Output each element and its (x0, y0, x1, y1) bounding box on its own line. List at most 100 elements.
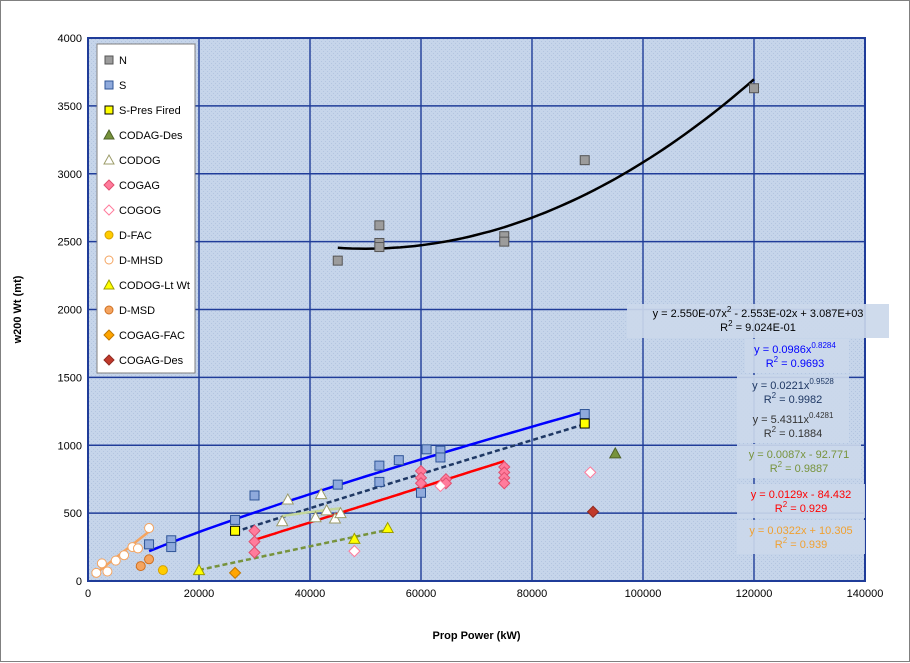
y-tick-label: 0 (76, 576, 82, 588)
point-s (230, 514, 241, 525)
point-n (374, 242, 385, 253)
equation-background (737, 520, 865, 554)
y-tick-label: 500 (64, 508, 82, 520)
point-s (144, 539, 155, 550)
equation-background (737, 375, 849, 409)
y-tick-label: 3000 (58, 169, 82, 181)
point-codog (320, 503, 333, 516)
legend-label: COGAG (119, 180, 160, 192)
legend-marker (103, 128, 115, 140)
legend-label: S-Pres Fired (119, 105, 181, 117)
legend-label: N (119, 55, 127, 67)
point-d-mhsd (96, 558, 107, 569)
point-n (374, 220, 385, 231)
legend-marker (103, 204, 115, 216)
equation-line: R2 = 0.929 (775, 500, 827, 515)
x-axis-title: Prop Power (kW) (432, 630, 520, 642)
equation-line: y = 0.0221x0.9528 (752, 377, 834, 392)
point-s-pres-fired (579, 418, 590, 429)
data-points (91, 83, 759, 580)
legend-label: CODOG-Lt Wt (119, 280, 190, 292)
legend-marker (103, 329, 115, 341)
y-tick-label: 2500 (58, 237, 82, 249)
point-cogag (414, 477, 428, 490)
point-codag-des (608, 446, 622, 459)
point-cogog (584, 466, 597, 479)
point-cogag-des (586, 505, 600, 518)
x-tick-label: 20000 (184, 588, 215, 600)
point-codog (281, 493, 295, 505)
legend: N S S-Pres Fired CODAG-Des CODOG COGAG COGOG D-… (96, 43, 196, 374)
legend-label: S (119, 80, 126, 92)
trendline-s-trend (148, 410, 586, 553)
point-d-mhsd (144, 523, 155, 534)
point-d-mhsd (102, 566, 113, 577)
equation-line: R2 = 0.9982 (764, 391, 823, 406)
point-codog-lt-wt (348, 532, 361, 544)
equation-line: R2 = 0.9693 (766, 355, 825, 370)
legend-label: D-MHSD (119, 255, 163, 267)
trendline-s-pres-fired-trend (234, 423, 586, 533)
point-codog (275, 514, 289, 527)
point-d-fac (157, 565, 168, 576)
legend-marker (103, 179, 115, 191)
legend-label: CODAG-Des (119, 130, 183, 142)
point-s (421, 444, 432, 455)
legend-marker (104, 305, 114, 315)
point-d-mhsd (132, 543, 143, 554)
y-tick-label: 3500 (58, 101, 82, 113)
point-codog (314, 487, 328, 500)
legend-label: COGAG-Des (119, 355, 184, 367)
legend-marker (104, 80, 114, 90)
equation-line: R2 = 0.939 (775, 536, 827, 551)
legend-marker (103, 354, 115, 366)
point-codog (309, 510, 322, 523)
equation-line: y = 0.0087x - 92.771 (749, 449, 850, 461)
point-s (435, 452, 446, 463)
y-tick-label: 1000 (58, 440, 82, 452)
legend-marker (103, 278, 115, 290)
point-cogag (498, 477, 511, 490)
equation-background (627, 304, 889, 338)
y-tick-label: 4000 (58, 33, 82, 45)
point-s (393, 455, 404, 466)
point-d-mhsd (110, 555, 121, 566)
point-n (749, 83, 759, 94)
point-d-msd (135, 561, 146, 572)
equation-line: R2 = 9.024E-01 (720, 319, 796, 334)
legend-label: COGOG (119, 205, 161, 217)
point-s (249, 490, 260, 501)
point-d-mhsd (119, 550, 130, 561)
x-tick-label: 60000 (406, 588, 437, 600)
x-tick-label: 140000 (847, 588, 884, 600)
equation-line: R2 = 0.1884 (764, 425, 823, 440)
point-s (166, 542, 177, 553)
point-cogag-fac (228, 566, 242, 580)
equation-line: y = 0.0986x0.8284 (754, 341, 836, 356)
trendlines (95, 78, 755, 575)
point-s (374, 476, 385, 487)
point-n (499, 236, 510, 247)
point-cogag (248, 546, 261, 559)
legend-marker (103, 153, 115, 165)
point-s (579, 409, 590, 420)
legend-marker (104, 255, 114, 265)
x-tick-label: 0 (85, 588, 91, 600)
x-tick-label: 80000 (517, 588, 548, 600)
point-s (416, 487, 426, 498)
equation-background (745, 339, 849, 373)
legend-label: COGAG-FAC (119, 330, 185, 342)
equation-background (737, 444, 861, 478)
trendline-equations: y = 2.550E-07x2 - 2.553E-02x + 3.087E+03… (627, 304, 889, 554)
point-codog-lt-wt (192, 563, 206, 576)
equation-background (737, 409, 849, 443)
y-tick-label: 1500 (58, 372, 82, 384)
legend-marker (104, 105, 114, 115)
y-tick-label: 2000 (58, 305, 82, 317)
x-tick-label: 100000 (625, 588, 662, 600)
y-axis-title: w200 Wt (mt) (12, 275, 24, 344)
equation-line: y = 2.550E-07x2 - 2.553E-02x + 3.087E+03 (653, 305, 864, 320)
point-s-pres-fired (230, 525, 241, 536)
